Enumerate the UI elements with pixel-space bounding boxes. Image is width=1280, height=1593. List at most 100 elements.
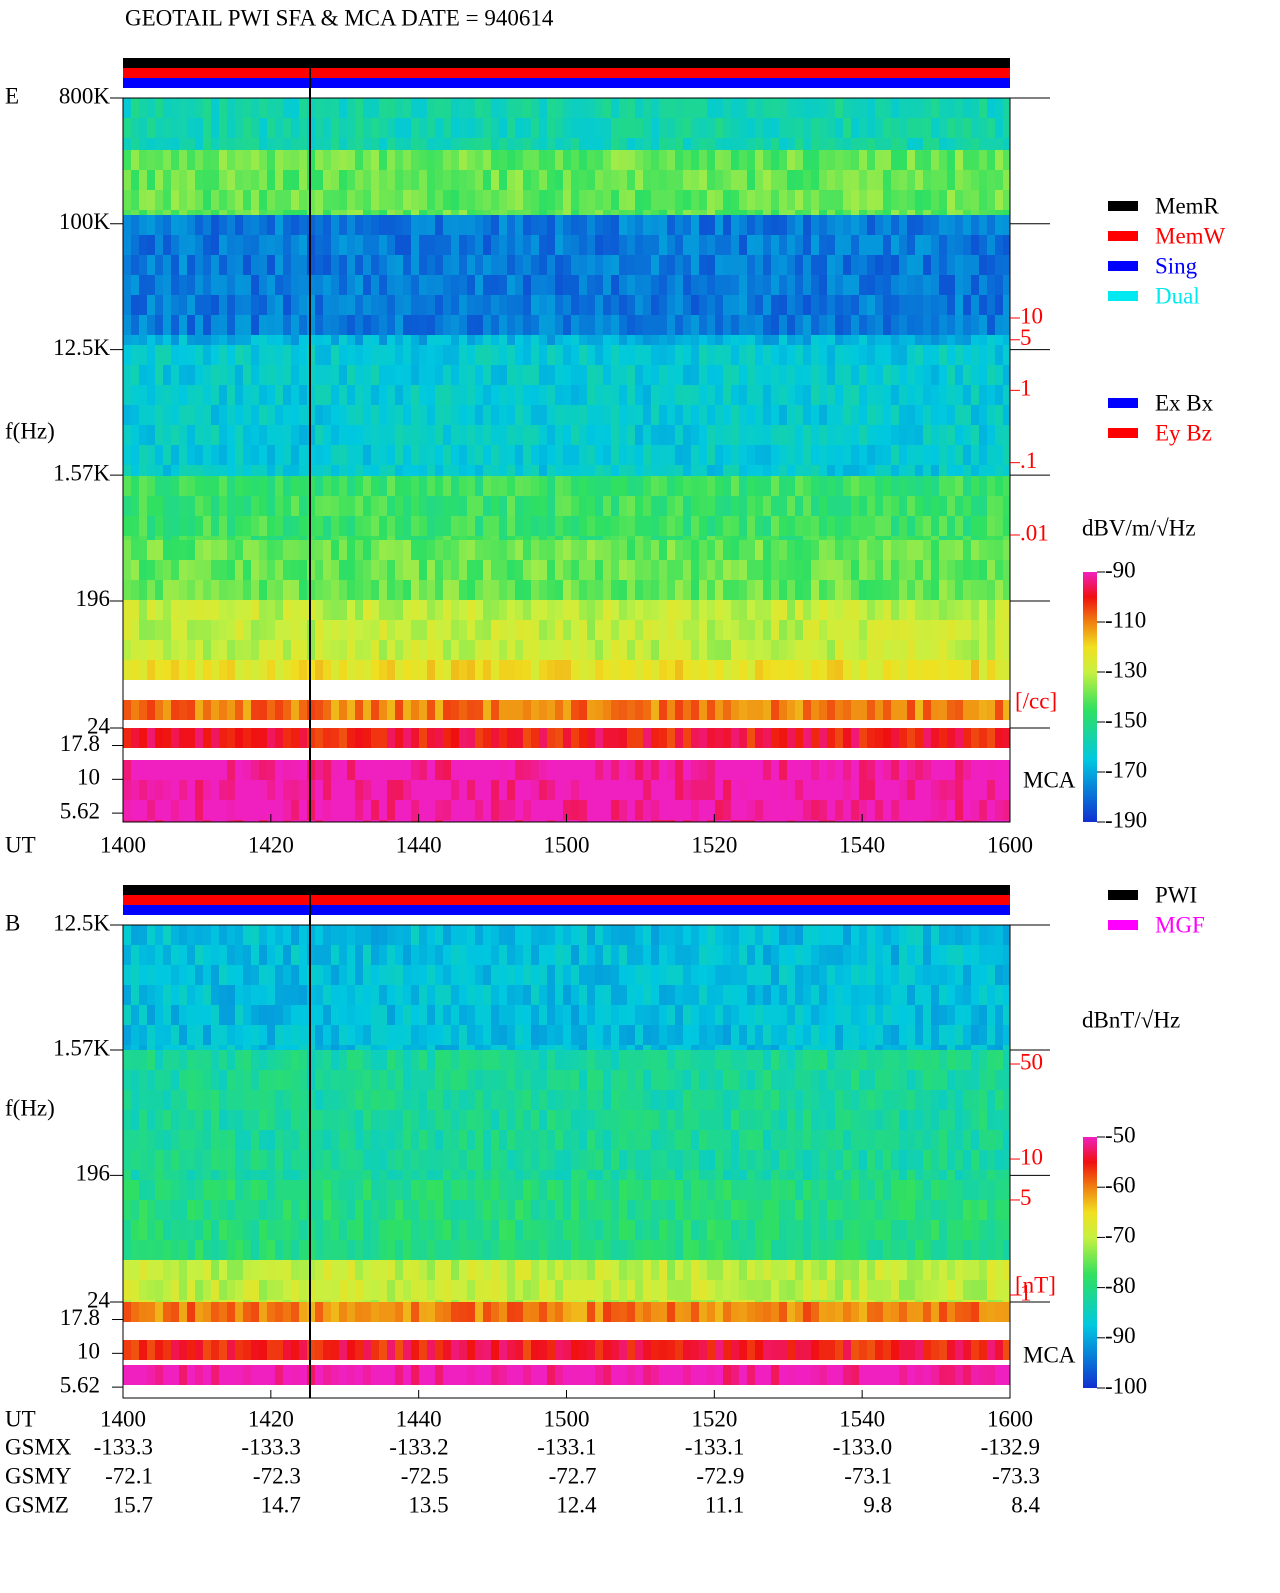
spectrogram-cell [155, 465, 163, 476]
spectrogram-cell [803, 580, 811, 600]
spectrogram-cell [419, 190, 427, 210]
spectrogram-cell [347, 215, 355, 235]
spectrogram-cell [459, 700, 467, 720]
spectrogram-cell [435, 98, 443, 118]
spectrogram-cell [123, 1180, 131, 1200]
spectrogram-cell [755, 385, 763, 405]
spectrogram-cell [803, 560, 811, 580]
spectrogram-cell [347, 190, 355, 210]
spectrogram-cell [211, 335, 219, 345]
spectrogram-cell [267, 780, 275, 800]
spectrogram-cell [803, 315, 811, 335]
spectrogram-cell [1003, 600, 1010, 620]
spectrogram-cell [339, 335, 347, 345]
spectrogram-cell [875, 820, 883, 822]
spectrogram-cell [211, 1150, 219, 1170]
spectrogram-cell [843, 496, 851, 516]
spectrogram-cell [411, 465, 419, 476]
spectrogram-cell [627, 365, 635, 385]
spectrogram-cell [139, 560, 147, 580]
spectrogram-cell [235, 405, 243, 425]
spectrogram-cell [283, 800, 291, 820]
spectrogram-cell [155, 345, 163, 365]
spectrogram-cell [715, 98, 723, 118]
spectrogram-cell [555, 540, 563, 560]
spectrogram-cell [291, 1045, 299, 1050]
spectrogram-cell [355, 536, 363, 540]
spectrogram-cell [275, 516, 283, 536]
spectrogram-cell [275, 465, 283, 476]
spectrogram-cell [171, 820, 179, 822]
spectrogram-cell [235, 1150, 243, 1170]
spectrogram-cell [123, 190, 131, 210]
spectrogram-cell [179, 1260, 187, 1280]
spectrogram-cell [611, 760, 619, 780]
spectrogram-cell [347, 580, 355, 600]
spectrogram-cell [395, 385, 403, 405]
spectrogram-cell [691, 560, 699, 580]
spectrogram-cell [683, 138, 691, 150]
spectrogram-cell [523, 660, 531, 680]
spectrogram-cell [275, 660, 283, 680]
spectrogram-cell [627, 210, 635, 215]
spectrogram-cell [467, 170, 475, 190]
spectrogram-cell [459, 425, 467, 445]
spectrogram-cell [971, 820, 979, 822]
spectrogram-cell [251, 405, 259, 425]
spectrogram-cell [339, 190, 347, 210]
spectrogram-cell [659, 255, 667, 275]
spectrogram-cell [595, 800, 603, 820]
spectrogram-cell [819, 540, 827, 560]
spectrogram-cell [619, 425, 627, 445]
spectrogram-cell [299, 210, 307, 215]
spectrogram-cell [123, 700, 131, 720]
spectrogram-cell [131, 1300, 139, 1302]
spectrogram-cell [899, 580, 907, 600]
spectrogram-cell [899, 780, 907, 800]
spectrogram-cell [731, 138, 739, 150]
spectrogram-cell [651, 425, 659, 445]
spectrogram-cell [235, 255, 243, 275]
spectrogram-cell [491, 445, 499, 465]
spectrogram-cell [283, 1170, 291, 1180]
spectrogram-cell [723, 170, 731, 190]
status-bar [123, 68, 1010, 78]
spectrogram-cell [363, 580, 371, 600]
spectrogram-cell [187, 945, 195, 965]
spectrogram-cell [667, 700, 675, 720]
spectrogram-cell [739, 465, 747, 476]
spectrogram-cell [299, 496, 307, 516]
spectrogram-cell [483, 465, 491, 476]
spectrogram-cell [851, 560, 859, 580]
spectrogram-cell [219, 1050, 227, 1070]
spectrogram-cell [731, 580, 739, 600]
spectrogram-cell [747, 516, 755, 536]
spectrogram-cell [795, 640, 803, 660]
spectrogram-cell [283, 405, 291, 425]
spectrogram-cell [475, 600, 483, 620]
spectrogram-cell [499, 210, 507, 215]
spectrogram-cell [755, 425, 763, 445]
spectrogram-cell [811, 536, 819, 540]
spectrogram-cell [715, 170, 723, 190]
spectrogram-cell [179, 660, 187, 680]
spectrogram-cell [339, 1260, 347, 1280]
spectrogram-cell [259, 275, 267, 295]
spectrogram-cell [907, 295, 915, 315]
spectrogram-cell [699, 540, 707, 560]
spectrogram-cell [739, 315, 747, 335]
spectrogram-cell [259, 235, 267, 255]
spectrogram-cell [843, 98, 851, 118]
spectrogram-cell [619, 345, 627, 365]
y2-tick-label: .1 [1020, 448, 1037, 473]
spectrogram-cell [651, 640, 659, 660]
spectrogram-cell [899, 425, 907, 445]
spectrogram-cell [243, 640, 251, 660]
spectrogram-cell [659, 190, 667, 210]
spectrogram-cell [971, 620, 979, 640]
spectrogram-cell [211, 1070, 219, 1090]
spectrogram-cell [259, 1130, 267, 1150]
spectrogram-cell [891, 335, 899, 345]
spectrogram-cell [235, 1302, 243, 1322]
spectrogram-cell [683, 118, 691, 138]
